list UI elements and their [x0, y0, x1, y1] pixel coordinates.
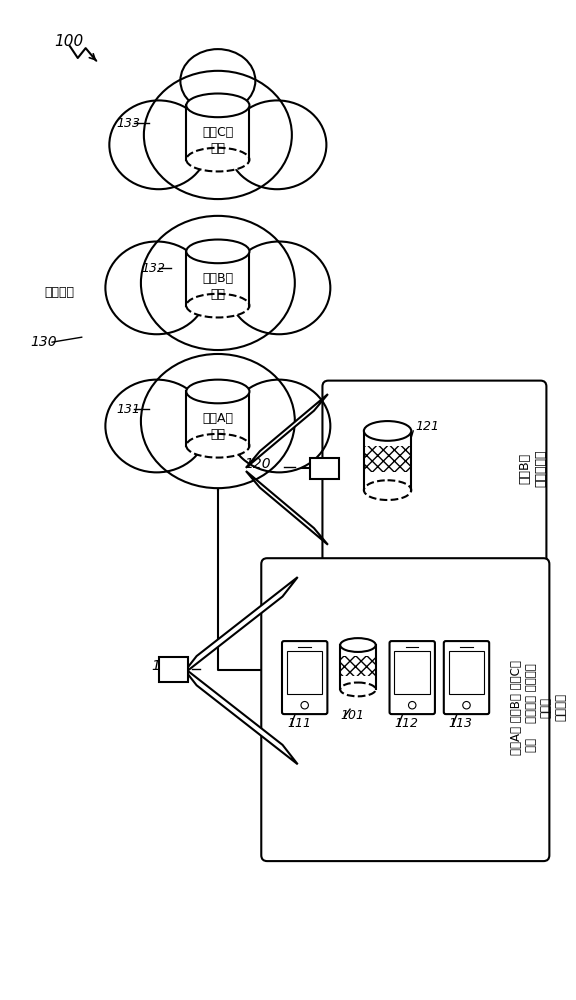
Ellipse shape	[340, 683, 376, 696]
Ellipse shape	[144, 71, 292, 199]
Text: 用户A的 用户B的 用户C的
智能    电子装置 电子装置
扁声器
电子装置: 用户A的 用户B的 用户C的 智能 电子装置 电子装置 扁声器 电子装置	[510, 660, 567, 755]
Ellipse shape	[228, 380, 331, 472]
Polygon shape	[181, 577, 298, 675]
Ellipse shape	[180, 49, 255, 112]
Text: 用户B的
数据: 用户B的 数据	[202, 272, 233, 301]
Bar	[287, 651, 323, 694]
Text: 用户B的
智能扁声器: 用户B的 智能扁声器	[518, 450, 547, 487]
FancyBboxPatch shape	[444, 641, 489, 714]
Ellipse shape	[364, 421, 411, 441]
Polygon shape	[181, 666, 298, 764]
FancyBboxPatch shape	[282, 641, 327, 714]
Text: 112: 112	[395, 717, 419, 730]
Text: 132: 132	[141, 262, 165, 275]
Polygon shape	[246, 394, 328, 468]
Bar	[186, 391, 249, 446]
Ellipse shape	[228, 100, 327, 189]
Ellipse shape	[141, 216, 295, 350]
FancyBboxPatch shape	[262, 558, 550, 861]
Text: 120: 120	[245, 457, 271, 471]
Circle shape	[463, 701, 470, 709]
Text: 100: 100	[54, 34, 84, 49]
Text: 110: 110	[151, 659, 179, 673]
Ellipse shape	[340, 638, 376, 652]
Bar	[364, 446, 411, 472]
Ellipse shape	[105, 242, 208, 334]
Ellipse shape	[141, 354, 295, 488]
Ellipse shape	[186, 294, 249, 317]
Circle shape	[408, 701, 416, 709]
Text: 133: 133	[116, 117, 140, 130]
Text: 用户C的
数据: 用户C的 数据	[202, 126, 233, 155]
Text: 113: 113	[449, 717, 473, 730]
Text: 131: 131	[116, 403, 140, 416]
Bar	[364, 431, 411, 490]
Ellipse shape	[186, 380, 249, 403]
Ellipse shape	[105, 380, 208, 472]
FancyBboxPatch shape	[389, 641, 435, 714]
Text: 121: 121	[415, 420, 439, 433]
Circle shape	[301, 701, 308, 709]
Bar	[395, 651, 430, 694]
Ellipse shape	[228, 242, 331, 334]
Text: 101: 101	[340, 709, 364, 722]
Ellipse shape	[186, 434, 249, 458]
Bar	[186, 251, 249, 306]
Ellipse shape	[186, 94, 249, 117]
Bar	[449, 651, 484, 694]
FancyBboxPatch shape	[323, 381, 547, 570]
Polygon shape	[310, 458, 339, 479]
Bar	[340, 645, 376, 689]
Ellipse shape	[364, 480, 411, 500]
Polygon shape	[158, 657, 188, 682]
Bar	[186, 105, 249, 160]
Ellipse shape	[109, 100, 208, 189]
Ellipse shape	[186, 148, 249, 171]
Text: 云服务器: 云服务器	[44, 286, 74, 299]
Text: 111: 111	[287, 717, 311, 730]
Ellipse shape	[186, 240, 249, 263]
Bar	[340, 656, 376, 676]
Polygon shape	[246, 471, 328, 545]
Text: 用户A的
数据: 用户A的 数据	[202, 412, 233, 441]
Text: 130: 130	[31, 335, 57, 349]
